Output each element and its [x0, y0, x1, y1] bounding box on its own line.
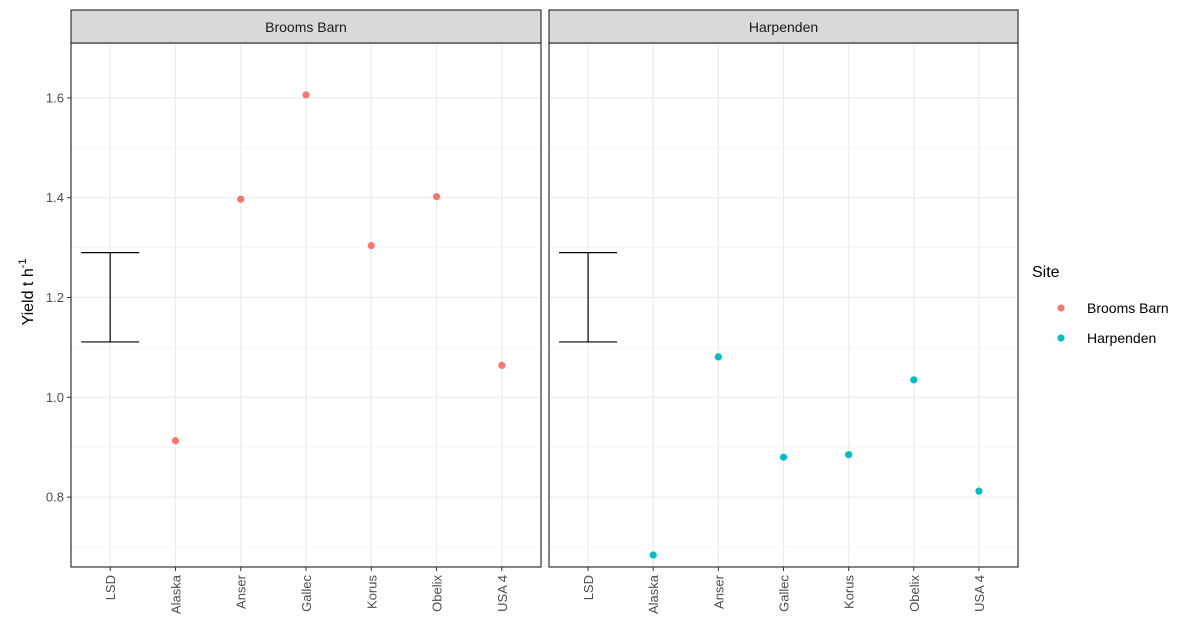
y-axis-title-text: Yield t h [20, 268, 37, 325]
y-tick-label: 1.4 [46, 190, 64, 205]
x-tick-label: USA 4 [972, 575, 987, 612]
legend-title: Site [1032, 264, 1060, 281]
y-axis-title: Yield t h-1 [17, 259, 37, 326]
lsd-error-bar [81, 252, 140, 343]
lsd-error-bar [559, 252, 618, 343]
data-point-korus [845, 451, 853, 459]
data-point-obelix [432, 193, 441, 201]
x-tick-label: USA 4 [495, 575, 510, 612]
x-tick-label: Gallec [299, 575, 314, 612]
facet-strip [70, 9, 542, 44]
legend-key-harpenden [1057, 334, 1065, 342]
data-point-alaska [649, 551, 657, 559]
x-tick-label: Gallec [777, 575, 792, 612]
x-tick-label: Korus [842, 575, 857, 609]
data-point-alaska [171, 437, 180, 445]
chart-panels: Brooms Barn LSD Alaska Anser Gallec Korus Obel… [46, 9, 1019, 614]
y-tick-label: 0.8 [46, 490, 64, 505]
y-tick-label: 1.0 [46, 390, 64, 405]
data-point-anser [714, 353, 722, 361]
y-axis-title-superscript: -1 [17, 259, 29, 269]
legend-key-brooms-barn [1057, 304, 1065, 312]
x-tick-label: Alaska [646, 574, 661, 614]
facet-strip [548, 9, 1019, 44]
data-point-gallec [779, 453, 788, 461]
y-tick-label: 1.2 [46, 290, 64, 305]
panel-brooms-barn: Brooms Barn LSD Alaska Anser Gallec Korus Obel… [46, 9, 542, 614]
data-point-usa-4 [498, 361, 506, 369]
x-tick-label: LSD [581, 575, 596, 600]
x-tick-label: Anser [711, 574, 726, 609]
x-tick-label: Korus [364, 575, 379, 609]
legend: Site Brooms Barn Harpenden [1032, 264, 1169, 346]
data-point-usa-4 [975, 487, 983, 495]
data-point-gallec [302, 91, 310, 99]
x-tick-label: Obelix [430, 575, 445, 612]
x-tick-label: Obelix [907, 575, 922, 612]
panel-harpenden: Harpenden LSD Alaska Anser Gallec Korus Obelix… [548, 9, 1019, 614]
facet-strip-label: Brooms Barn [265, 19, 347, 35]
data-point-korus [367, 242, 375, 250]
data-point-obelix [910, 376, 918, 384]
legend-label: Brooms Barn [1087, 300, 1169, 316]
x-tick-label: LSD [103, 575, 118, 600]
y-tick-label: 1.6 [46, 90, 64, 105]
x-tick-label: Alaska [168, 574, 183, 614]
x-tick-label: Anser [234, 574, 249, 609]
facet-strip-label: Harpenden [749, 19, 818, 35]
legend-label: Harpenden [1087, 330, 1156, 346]
data-point-anser [237, 195, 245, 203]
